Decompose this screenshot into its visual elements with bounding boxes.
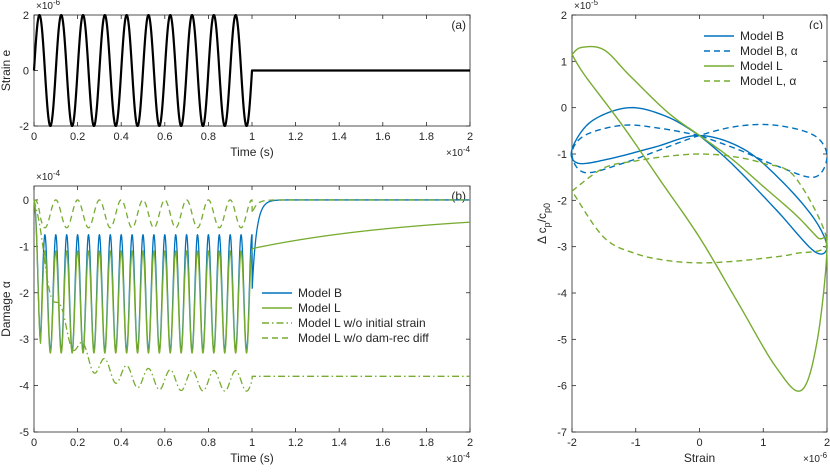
x-tick-label: 0.2 <box>70 131 85 143</box>
x-tick-label: 0.2 <box>70 437 85 449</box>
x-tick-label: 1.8 <box>419 437 434 449</box>
x-tick-label: 1.6 <box>375 131 390 143</box>
y-tick-label: 0 <box>23 195 29 207</box>
y-tick-label: -5 <box>557 334 567 346</box>
legend-box <box>258 286 466 354</box>
y-tick-label: -2 <box>557 195 567 207</box>
legend-label: Model L, α <box>740 74 796 88</box>
y-tick-label: 2 <box>561 10 567 22</box>
panel-label: (b) <box>451 189 466 203</box>
x-exponent: ×10-6 <box>803 451 828 465</box>
x-tick-label: -2 <box>567 437 577 449</box>
legend-label: Model B <box>740 29 784 43</box>
x-tick-label: 1.2 <box>288 437 303 449</box>
series-3 <box>33 199 471 392</box>
panel-b: 0 0.2 0.4 0.6 0.8 1 1.2 1.4 1.6 1.8 2 -5 -4 -3 -2 -1 0 ×1… <box>0 169 473 465</box>
x-tick-label: 1.4 <box>332 131 347 143</box>
y-tick-label: -4 <box>19 381 29 393</box>
y-tick-label: -6 <box>557 381 567 393</box>
x-tick-label: -1 <box>631 437 641 449</box>
x-tick-label: 0.4 <box>114 131 129 143</box>
x-tick-label: 2 <box>467 131 473 143</box>
y-exponent: ×10-6 <box>36 0 61 12</box>
y-tick-label: 1 <box>561 56 567 68</box>
legend-label: Model L <box>298 301 341 315</box>
y-tick-label: 0 <box>23 66 29 78</box>
x-tick-label: 0.6 <box>157 131 172 143</box>
legend-label: Model L w/o dam-rec diff <box>298 331 429 345</box>
y-tick-label: -2 <box>19 288 29 300</box>
y-tick-label: -3 <box>19 334 29 346</box>
panel-label: (c) <box>809 18 823 32</box>
x-axis-label: Time (s) <box>230 451 274 465</box>
x-tick-label: 0 <box>696 437 702 449</box>
y-tick-label: -1 <box>19 241 29 253</box>
y-tick-label: -1 <box>557 149 567 161</box>
panel-a: 0 0.2 0.4 0.6 0.8 1 1.2 1.4 1.6 1.8 2-202×10-6×10-… <box>0 0 473 159</box>
legend-label: Model L w/o initial strain <box>298 316 426 330</box>
x-tick-label: 2 <box>467 437 473 449</box>
x-tick-label: 0.6 <box>157 437 172 449</box>
x-tick-label: 0.8 <box>201 131 216 143</box>
x-tick-label: 1.2 <box>288 131 303 143</box>
x-tick-label: 1 <box>249 437 255 449</box>
y-axis-label: Damage α <box>0 281 13 337</box>
x-axis-label: Time (s) <box>230 145 274 159</box>
panel-c: -2 -1 0 1 2 -7 -6 -5 -4 -3 -2 -1 0 1 2 ×10-5 ×10-6 Strain… <box>535 0 830 465</box>
x-exponent: ×10-4 <box>446 451 471 465</box>
y-tick-label: -4 <box>557 288 567 300</box>
x-tick-label: 0 <box>31 131 37 143</box>
x-tick-label: 0.4 <box>114 437 129 449</box>
panel-label: (a) <box>451 18 466 32</box>
x-tick-label: 2 <box>824 437 830 449</box>
x-axis-label: Strain <box>684 451 715 465</box>
series-4 <box>571 153 828 264</box>
x-tick-label: 0 <box>31 437 37 449</box>
x-tick-label: 1 <box>249 131 255 143</box>
x-tick-label: 1.4 <box>332 437 347 449</box>
y-axis-label: Δ cp/cp0 <box>535 203 552 244</box>
series-3 <box>571 45 828 392</box>
y-axis-label: Strain e <box>0 49 13 91</box>
y-exponent: ×10-5 <box>574 0 599 12</box>
legend-label: Model B <box>298 286 342 300</box>
legend-box <box>700 29 822 97</box>
y-tick-label: -5 <box>19 427 29 439</box>
series-2 <box>33 199 471 354</box>
x-exponent: ×10-4 <box>446 145 471 159</box>
y-tick-label: 0 <box>561 103 567 115</box>
series-strain <box>32 13 471 128</box>
legend-label: Model B, α <box>740 44 798 58</box>
x-tick-label: 0.8 <box>201 437 216 449</box>
series-4 <box>33 199 471 229</box>
y-exponent: ×10-4 <box>36 169 61 183</box>
y-tick-label: 2 <box>23 10 29 22</box>
x-tick-label: 1.8 <box>419 131 434 143</box>
y-tick-label: -3 <box>557 242 567 254</box>
x-tick-label: 1 <box>760 437 766 449</box>
y-tick-label: -2 <box>19 121 29 133</box>
x-tick-label: 1.6 <box>375 437 390 449</box>
y-tick-label: -7 <box>557 427 567 439</box>
legend-label: Model L <box>740 59 783 73</box>
